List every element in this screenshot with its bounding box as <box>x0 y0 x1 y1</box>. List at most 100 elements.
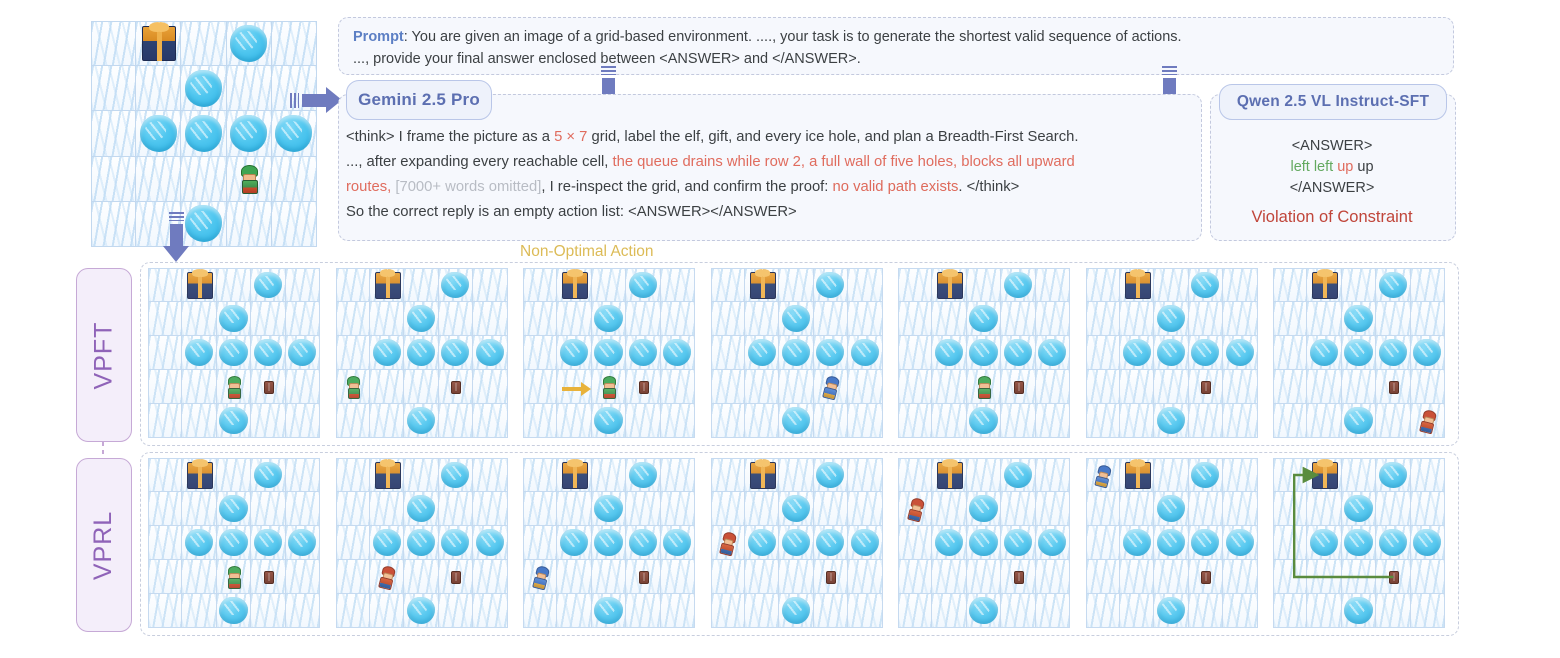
ice-hole-icon <box>1122 528 1151 557</box>
grid-cell <box>744 560 780 594</box>
grid-cell <box>966 458 1002 492</box>
grid-cell <box>966 370 1002 404</box>
grid-cell <box>473 458 508 492</box>
gift-icon <box>187 269 214 299</box>
ice-hole-icon <box>253 338 282 367</box>
grid-cell <box>271 111 317 157</box>
rollout-frame <box>1085 458 1258 628</box>
elf-agent-icon <box>532 564 550 591</box>
rollout-grid <box>1273 458 1445 628</box>
ice-hole-icon <box>1156 494 1185 523</box>
qwen-verdict: Violation of Constraint <box>1251 208 1413 226</box>
grid-cell <box>1273 526 1308 560</box>
grid-cell <box>1410 594 1445 628</box>
grid-cell <box>1154 492 1189 526</box>
grid-cell <box>369 526 405 560</box>
grid-cell <box>660 302 695 336</box>
grid-cell <box>779 268 814 302</box>
ice-hole-icon <box>185 338 214 367</box>
ice-hole-icon <box>185 528 214 557</box>
grid-cell <box>1035 594 1070 628</box>
elf-agent-icon <box>602 375 617 399</box>
ice-hole-icon <box>406 596 435 625</box>
grid-cell <box>710 560 745 594</box>
grid-cell <box>626 268 661 302</box>
ice-hole-icon <box>1156 528 1185 557</box>
grid-cell <box>966 594 1002 628</box>
rollout-grid <box>1085 458 1258 628</box>
grid-cell <box>181 21 227 67</box>
grid-cell <box>271 156 317 202</box>
grid-cell <box>1154 336 1189 370</box>
grid-cell <box>369 336 405 370</box>
ice-hole-icon <box>1344 406 1373 435</box>
ice-hole-icon <box>406 304 435 333</box>
ice-hole-icon <box>1003 271 1032 299</box>
ice-hole-icon <box>441 271 470 299</box>
grid-cell <box>226 21 272 67</box>
grid-cell <box>1119 458 1155 492</box>
grid-cell <box>1307 336 1342 370</box>
grid-cell <box>710 594 745 628</box>
grid-cell <box>181 201 227 247</box>
grid-cell <box>710 268 745 302</box>
grid-cell <box>813 336 849 370</box>
grid-cell <box>285 336 320 370</box>
elf-body <box>719 542 735 557</box>
grid-cell <box>438 458 474 492</box>
grid-cell <box>591 560 627 594</box>
grid-cell <box>369 268 405 302</box>
grid-cell <box>1376 336 1411 370</box>
grid-cell <box>1035 404 1070 438</box>
grid-cell <box>438 560 474 594</box>
grid-cell <box>91 201 137 247</box>
grid-cell <box>966 492 1002 526</box>
grid-cell <box>285 370 320 404</box>
rollout-grid <box>1085 268 1258 438</box>
grid-cell <box>779 370 814 404</box>
grid-cell <box>1035 492 1070 526</box>
grid-cell <box>438 404 474 438</box>
grid-cell <box>557 492 592 526</box>
gemini-line-2: ..., after expanding every reachable cel… <box>346 150 1196 175</box>
ice-hole-icon <box>816 338 845 367</box>
grid-cell <box>1001 404 1036 438</box>
grid-cell <box>1410 560 1445 594</box>
grid-cell <box>1410 268 1445 302</box>
grid-cell <box>523 268 558 302</box>
grid-cell <box>744 458 780 492</box>
rollout-grid <box>898 268 1070 438</box>
elf-body <box>347 387 360 399</box>
grid-cell <box>1188 370 1224 404</box>
grid-cell <box>404 560 439 594</box>
grid-cell <box>1001 526 1036 560</box>
ice-hole-icon <box>1003 338 1032 367</box>
grid-cell <box>932 526 967 560</box>
rollout-frame <box>335 268 508 438</box>
grid-cell <box>557 526 592 560</box>
elf-body <box>532 576 547 591</box>
grid-cell <box>848 370 883 404</box>
grid-cell <box>848 404 883 438</box>
grid-cell <box>557 268 592 302</box>
ice-hole-icon <box>1156 596 1185 625</box>
grid-cell <box>591 404 627 438</box>
ice-hole-icon <box>628 271 657 299</box>
goal-marker-icon <box>1388 570 1399 584</box>
ice-hole-icon <box>560 528 589 557</box>
ice-hole-icon <box>219 338 248 367</box>
grid-cell <box>1341 492 1377 526</box>
ice-hole-icon <box>560 338 589 367</box>
grid-cell <box>557 302 592 336</box>
qwen-actions-tail: up <box>1357 159 1374 175</box>
gift-icon <box>1124 459 1151 489</box>
grid-cell <box>898 594 933 628</box>
goal-marker-icon <box>826 570 837 584</box>
grid-cell <box>438 492 474 526</box>
grid-cell <box>744 302 780 336</box>
arrow-head <box>163 246 189 262</box>
grid-cell <box>848 492 883 526</box>
grid-cell <box>1119 526 1155 560</box>
grid-cell <box>369 492 405 526</box>
grid-cell <box>216 492 252 526</box>
